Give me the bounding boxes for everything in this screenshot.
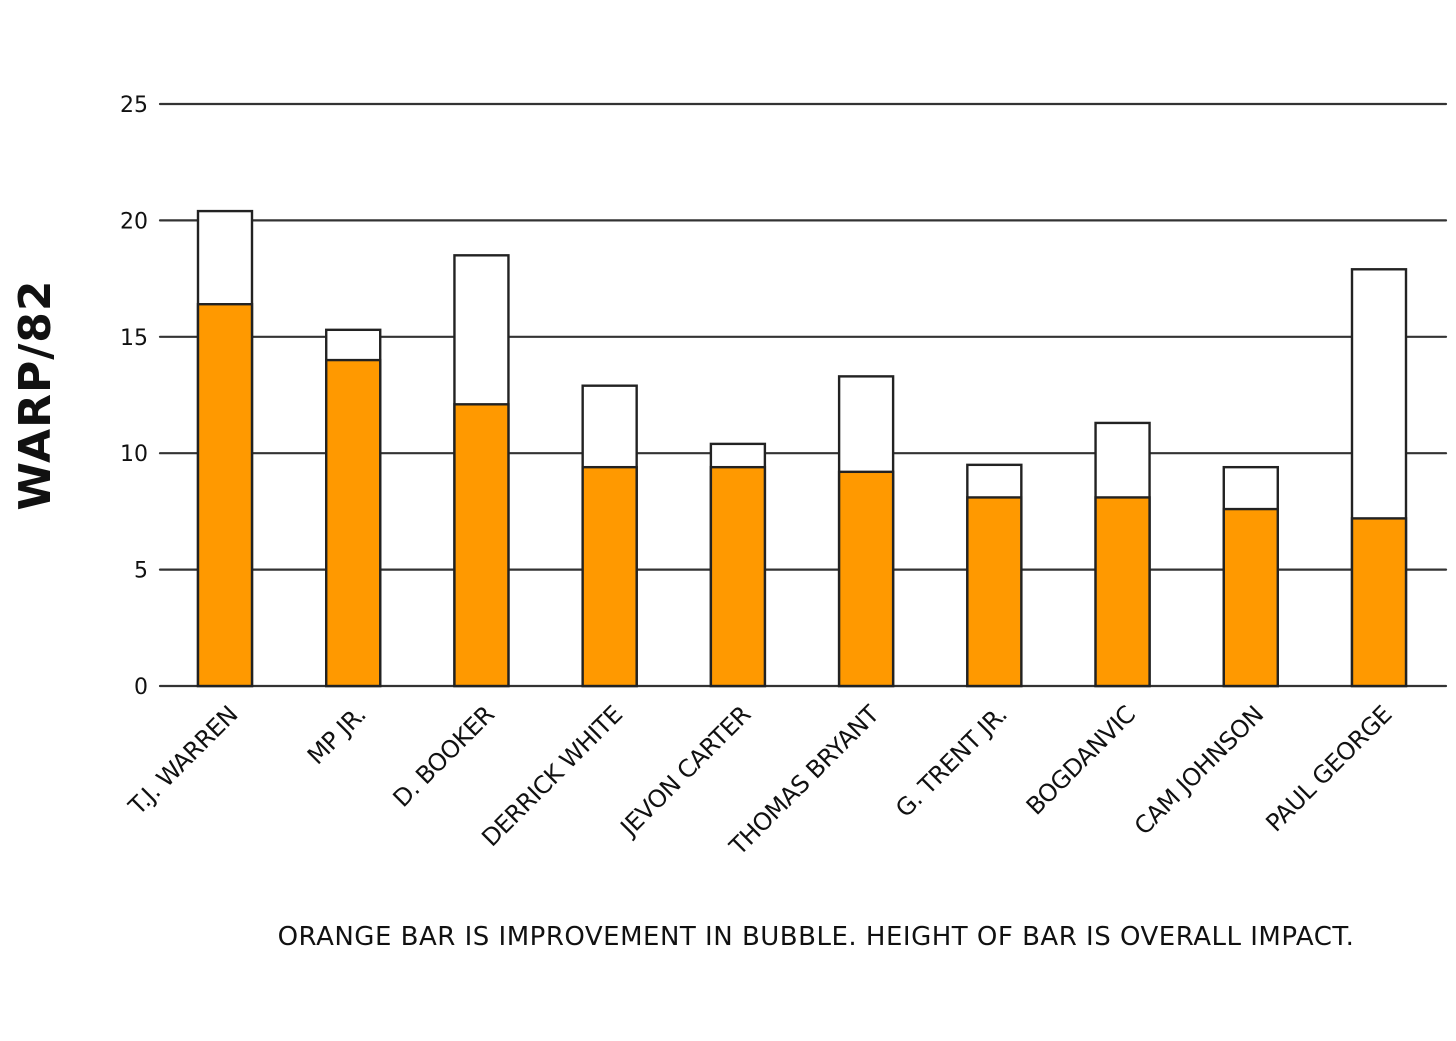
y-axis-ticks: 0 5 10 15 20 25: [120, 93, 148, 700]
bar-improvement-1: [325, 358, 382, 688]
bar-improvement-9: [1350, 517, 1408, 688]
bar-improvement-4: [709, 465, 767, 688]
y-axis-label: WARP/82: [10, 279, 61, 510]
bar-improvement-2: [453, 403, 510, 688]
x-tick-label-6: G. Trent Jr.: [890, 700, 1012, 822]
x-tick-label-1: MP Jr.: [302, 700, 372, 770]
y-tick-label-15: 15: [120, 326, 148, 351]
bar-improvement-7: [1094, 496, 1151, 688]
x-tick-label-3: Derrick White: [476, 700, 628, 852]
bar-improvement-3: [581, 465, 638, 688]
x-tick-label-9: Paul George: [1260, 700, 1397, 837]
y-tick-label-0: 0: [134, 675, 148, 700]
y-tick-label-25: 25: [120, 93, 148, 118]
x-tick-label-2: D. Booker: [388, 700, 500, 812]
x-tick-label-7: Bogdanvic: [1021, 700, 1141, 820]
y-tick-label-5: 5: [134, 559, 148, 584]
y-tick-label-10: 10: [120, 442, 148, 467]
x-tick-label-0: T.J. Warren: [123, 700, 244, 821]
bar-improvement-6: [966, 496, 1023, 688]
x-tick-label-8: Cam Johnson: [1129, 700, 1269, 840]
x-tick-label-4: Jevon Carter: [614, 700, 756, 842]
bars: [196, 209, 1408, 688]
chart-caption: Orange bar is improvement in bubble. Hei…: [278, 922, 1355, 952]
bar-improvement-8: [1222, 507, 1279, 688]
x-axis-labels: T.J. Warren MP Jr. D. BookerDerrick WhiteJ…: [123, 700, 1398, 861]
bar-improvement-5: [837, 470, 895, 688]
y-tick-label-20: 20: [120, 209, 148, 234]
bar-improvement-0: [196, 303, 254, 688]
